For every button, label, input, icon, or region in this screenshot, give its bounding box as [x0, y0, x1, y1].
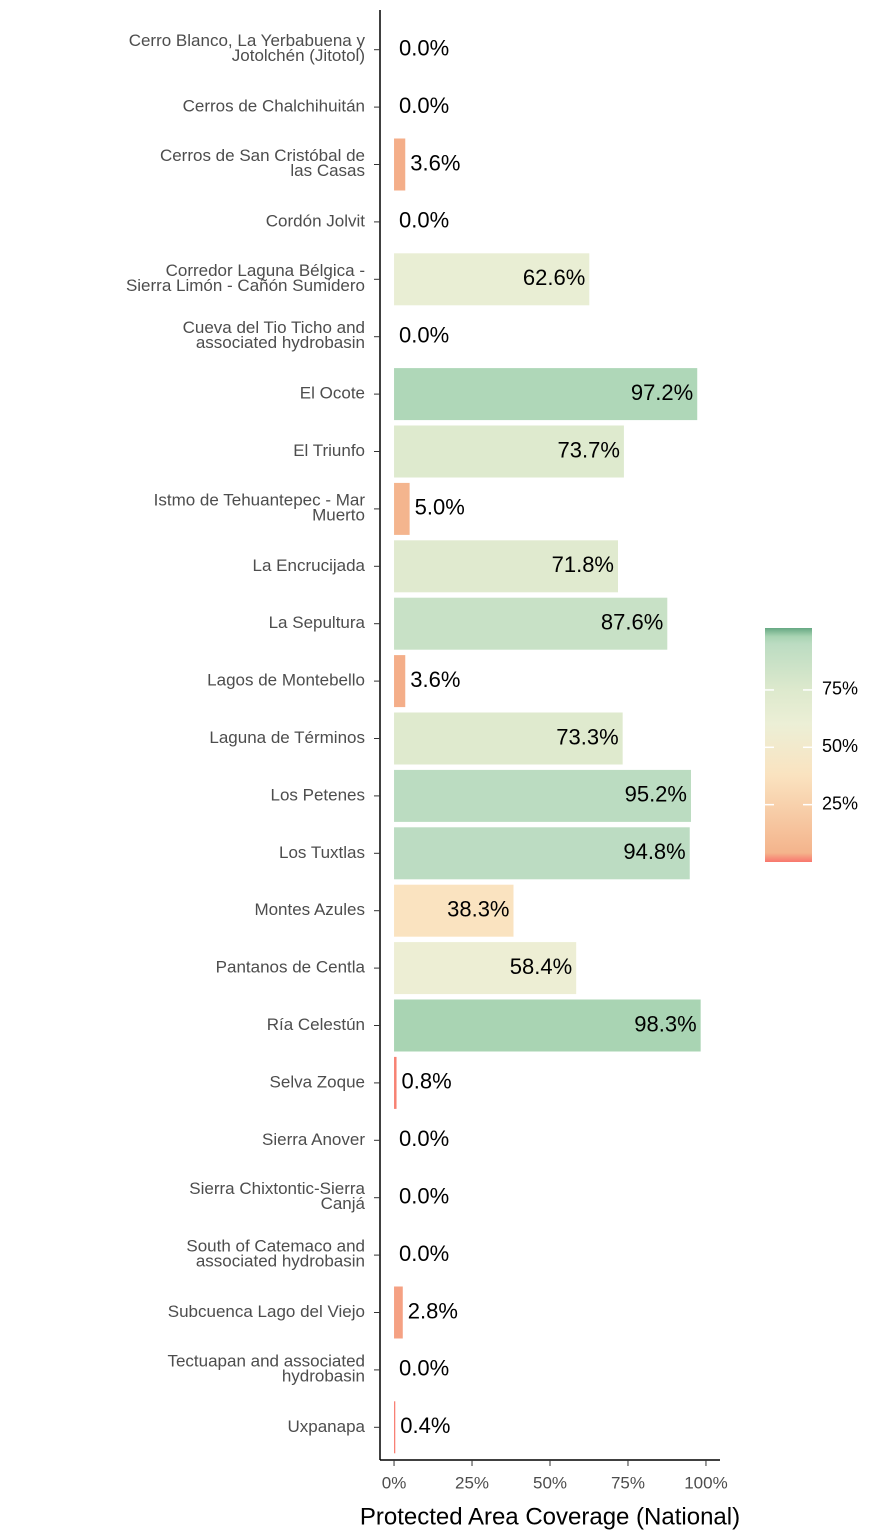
value-label: 87.6%: [601, 610, 663, 635]
value-label: 2.8%: [408, 1298, 458, 1323]
x-tick-label: 25%: [455, 1473, 489, 1492]
x-tick-label: 50%: [533, 1473, 567, 1492]
legend-colorbar: [765, 628, 812, 862]
bar: [394, 1056, 397, 1109]
y-tick-label: El Ocote: [300, 384, 365, 403]
legend-label: 75%: [822, 679, 858, 699]
x-tick-label: 75%: [611, 1473, 645, 1492]
value-label: 98.3%: [634, 1011, 696, 1036]
bar: [394, 769, 691, 822]
y-tick-label: Sierra Anover: [262, 1130, 365, 1149]
y-tick-label: Pantanos de Centla: [216, 958, 366, 977]
value-label: 3.6%: [410, 150, 460, 175]
y-tick-label: Lagos de Montebello: [207, 671, 365, 690]
value-label: 0.8%: [402, 1069, 452, 1094]
bar: [394, 1401, 396, 1454]
bar: [394, 368, 698, 421]
x-tick-label: 100%: [684, 1473, 727, 1492]
value-label: 38.3%: [447, 897, 509, 922]
y-tick-label: Montes Azules: [254, 900, 365, 919]
legend-label: 25%: [822, 793, 858, 813]
y-tick-label: La Sepultura: [269, 613, 366, 632]
value-label: 0.0%: [399, 1126, 449, 1151]
y-tick-label: Istmo de Tehuantepec - Mar Muerto: [154, 491, 366, 525]
bar: [394, 253, 590, 306]
value-label: 0.0%: [399, 1356, 449, 1381]
y-tick-label: Cerros de Chalchihuitán: [183, 97, 365, 116]
y-tick-label: Sierra Chixtontic-Sierra Canjá: [189, 1180, 365, 1214]
value-label: 0.0%: [399, 93, 449, 118]
value-label: 94.8%: [623, 839, 685, 864]
bar: [394, 482, 410, 535]
bar: [394, 827, 690, 880]
value-label: 58.4%: [510, 954, 572, 979]
y-tick-label: Cerros de San Cristóbal de las Casas: [160, 146, 365, 180]
bar: [394, 1286, 403, 1339]
value-label: 0.0%: [399, 1241, 449, 1266]
y-tick-label: Cordón Jolvit: [266, 211, 365, 230]
value-label: 0.4%: [400, 1413, 450, 1438]
y-tick-label: Subcuenca Lago del Viejo: [168, 1302, 365, 1321]
y-tick-label: Tectuapan and associated hydrobasin: [167, 1352, 365, 1386]
value-label: 3.6%: [410, 667, 460, 692]
bar: [394, 540, 618, 593]
value-label: 95.2%: [625, 782, 687, 807]
y-tick-label: Los Petenes: [270, 785, 365, 804]
y-tick-label: Cueva del Tio Ticho and associated hydrob…: [183, 319, 365, 353]
value-label: 0.0%: [399, 323, 449, 348]
legend-label: 50%: [822, 736, 858, 756]
bar: [394, 655, 406, 708]
bar: [394, 597, 668, 650]
y-tick-label: La Encrucijada: [253, 556, 366, 575]
y-tick-label: Selva Zoque: [270, 1072, 365, 1091]
value-label: 73.7%: [558, 437, 620, 462]
bar: [394, 884, 514, 937]
y-tick-label: South of Catemaco and associated hydrobas…: [186, 1237, 365, 1271]
y-tick-label: Laguna de Términos: [209, 728, 365, 747]
bar: [394, 425, 624, 478]
bar: [394, 999, 701, 1052]
bar: [394, 138, 406, 191]
y-tick-label: El Triunfo: [293, 441, 365, 460]
bar: [394, 712, 623, 765]
y-tick-label: Ría Celestún: [267, 1015, 365, 1034]
value-label: 0.0%: [399, 36, 449, 61]
y-tick-label: Los Tuxtlas: [279, 843, 365, 862]
value-label: 97.2%: [631, 380, 693, 405]
value-label: 0.0%: [399, 208, 449, 233]
value-label: 62.6%: [523, 265, 585, 290]
x-axis-title: Protected Area Coverage (National): [360, 1503, 740, 1530]
value-label: 5.0%: [415, 495, 465, 520]
y-tick-label: Corredor Laguna Bélgica -Sierra Limón - …: [126, 261, 365, 295]
value-label: 73.3%: [556, 724, 618, 749]
x-tick-label: 0%: [382, 1473, 407, 1492]
y-tick-label: Uxpanapa: [287, 1417, 365, 1436]
value-label: 0.0%: [399, 1184, 449, 1209]
value-label: 71.8%: [552, 552, 614, 577]
y-tick-label: Cerro Blanco, La Yerbabuena y Jotolchén (…: [129, 32, 366, 66]
bar: [394, 942, 577, 995]
